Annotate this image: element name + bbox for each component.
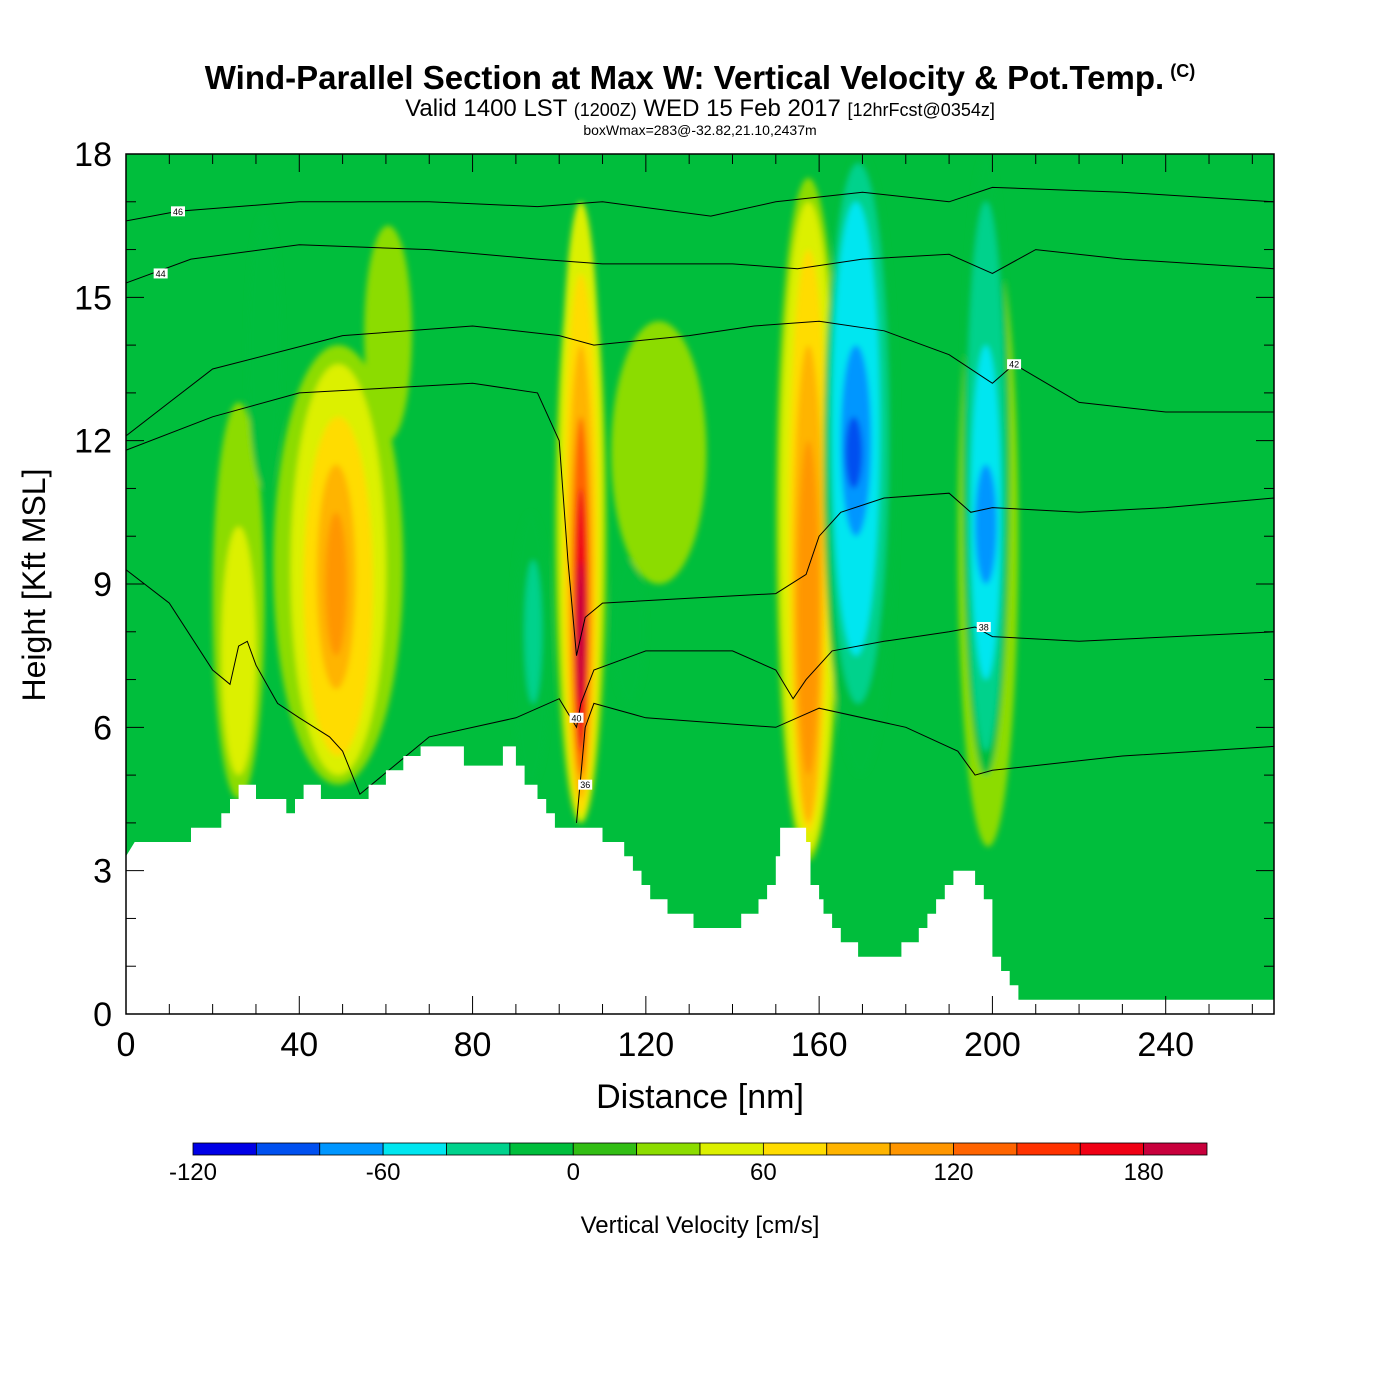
- x-tick-label: 240: [1137, 1026, 1194, 1064]
- x-tick-label: 160: [791, 1026, 848, 1064]
- velocity-cell-19: [611, 321, 707, 584]
- x-tick-label: 40: [280, 1026, 318, 1064]
- colorbar-swatch-5: [509, 1142, 574, 1156]
- isentrope-label-44: 44: [156, 269, 166, 279]
- isentrope-label-40: 40: [572, 713, 582, 723]
- colorbar-tick-label: 60: [750, 1159, 777, 1186]
- valid-time-text: Valid 1400 LST: [405, 95, 568, 122]
- isentrope-label-bg-36: [578, 779, 593, 790]
- y-tick-label: 6: [93, 709, 112, 747]
- x-tick-label: 120: [617, 1026, 674, 1064]
- isentrope-36: [576, 702, 1274, 823]
- isentrope-40: [126, 382, 1274, 656]
- box-wmax-info: boxWmax=283@-32.82,21.10,2437m: [583, 122, 817, 138]
- isentrope-label-bg-38: [976, 622, 991, 632]
- y-tick-label: 9: [93, 566, 112, 604]
- colorbar-swatch-12: [953, 1142, 1018, 1156]
- isentrope-label-36: 36: [580, 780, 590, 790]
- velocity-cell-17: [576, 560, 586, 704]
- colorbar-label: Vertical Velocity [cm/s]: [581, 1212, 820, 1239]
- chart-subtitle: Valid 1400 LST (1200Z) WED 15 Feb 2017 […: [0, 97, 1400, 122]
- isentrope-label-bg-42: [1007, 359, 1022, 370]
- colorbar: -120 -60 0 60 120 180: [169, 1142, 1208, 1186]
- terrain-mask: [126, 746, 1274, 1014]
- colorbar-tick-label: 180: [1124, 1159, 1164, 1186]
- isentrope-44: [126, 244, 1274, 284]
- colorbar-swatch-6: [572, 1142, 638, 1156]
- colorbar-swatch-9: [762, 1142, 828, 1156]
- colorbar-swatch-14: [1079, 1142, 1145, 1156]
- y-tick-label: 18: [74, 136, 112, 174]
- colorbar-swatch-8: [699, 1142, 764, 1156]
- colorbar-swatch-11: [889, 1142, 954, 1156]
- y-tick-label: 12: [74, 423, 112, 461]
- plot-area: 36 38 40 42 44 46: [125, 153, 1275, 1015]
- velocity-cell-29: [845, 416, 863, 489]
- isentrope-label-46: 46: [173, 207, 183, 217]
- colorbar-swatch-2: [319, 1142, 384, 1156]
- isentrope-label-38: 38: [979, 623, 989, 633]
- velocity-cell-34: [975, 464, 997, 584]
- x-tick-label: 80: [454, 1026, 492, 1064]
- velocity-cell-2: [247, 211, 282, 489]
- isentrope-label-bg-44: [153, 268, 168, 279]
- x-tick-label: 200: [964, 1026, 1021, 1064]
- colorbar-tick-label: -120: [169, 1159, 217, 1186]
- colorbar-swatch-3: [382, 1142, 447, 1156]
- forecast-info-text: [12hrFcst@0354z]: [847, 100, 995, 120]
- colorbar-swatch-10: [826, 1142, 891, 1156]
- title-main-text: Wind-Parallel Section at Max W: Vertical…: [204, 59, 1165, 96]
- colorbar-tick-label: -60: [366, 1159, 401, 1186]
- velocity-cell-24: [797, 440, 820, 776]
- isentrope-46: [126, 186, 1274, 222]
- y-tick-label: 0: [93, 996, 112, 1034]
- colorbar-swatch-0: [192, 1142, 257, 1156]
- x-axis-label: Distance [nm]: [596, 1078, 804, 1116]
- x-tick-label: 0: [117, 1026, 136, 1064]
- velocity-cell-1: [221, 526, 256, 776]
- velocity-field: [212, 154, 1019, 862]
- colorbar-swatch-15: [1143, 1142, 1208, 1156]
- chart-title: Wind-Parallel Section at Max W: Vertical…: [0, 52, 1400, 97]
- isentrope-label-42: 42: [1009, 360, 1019, 370]
- isentrope-38: [126, 569, 1274, 796]
- colorbar-swatch-13: [1016, 1142, 1081, 1156]
- velocity-cell-18: [611, 560, 646, 704]
- colorbar-tick-label: 120: [933, 1159, 973, 1186]
- velocity-cell-10: [524, 560, 542, 704]
- colorbar-swatch-4: [446, 1142, 511, 1156]
- x-axis: 0 40 80 120 160 200 240: [117, 154, 1253, 1064]
- velocity-cell-7: [325, 512, 347, 656]
- colorbar-tick-label: 0: [567, 1159, 580, 1186]
- isentrope-label-bg-46: [170, 206, 185, 217]
- copyright-mark: (C): [1170, 61, 1196, 81]
- isentrope-42: [126, 320, 1274, 437]
- colorbar-swatch-7: [636, 1142, 701, 1156]
- valid-date-text: WED 15 Feb 2017: [643, 95, 841, 122]
- colorbar-swatch-1: [255, 1142, 321, 1156]
- potential-temperature-contours: [126, 186, 1274, 823]
- y-tick-label: 3: [93, 853, 112, 891]
- utc-time-text: (1200Z): [573, 100, 637, 120]
- y-tick-label: 15: [74, 279, 112, 317]
- isentrope-label-bg-40: [569, 712, 584, 723]
- contour-labels: 36 38 40 42 44 46: [153, 206, 1022, 790]
- y-axis-label: Height [Kft MSL]: [16, 469, 52, 702]
